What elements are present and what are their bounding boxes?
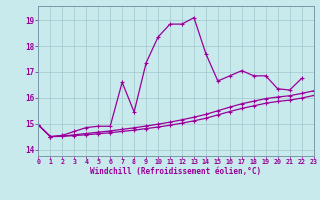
X-axis label: Windchill (Refroidissement éolien,°C): Windchill (Refroidissement éolien,°C): [91, 167, 261, 176]
